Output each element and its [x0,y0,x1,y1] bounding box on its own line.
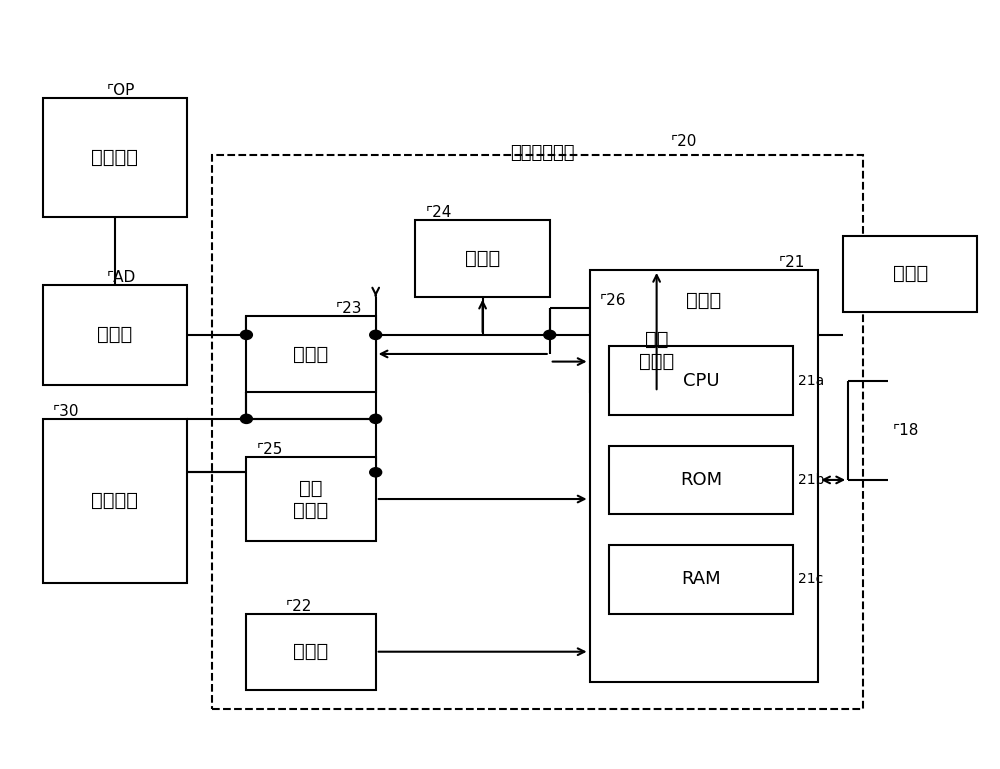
Text: 适配器: 适配器 [97,325,132,345]
Text: 电压
检测部: 电压 检测部 [639,330,674,371]
Bar [415,221,550,297]
Circle shape [544,331,556,339]
Bar [246,457,376,541]
Text: 二次电池: 二次电池 [91,491,138,511]
Bar [212,155,863,709]
Text: ⌜30: ⌜30 [53,404,79,419]
Circle shape [240,331,252,339]
Text: 计时部: 计时部 [293,642,329,661]
Bar [246,316,376,392]
Bar [609,445,793,514]
Bar [43,285,187,384]
Text: ⌜22: ⌜22 [286,598,313,614]
Text: 控制部: 控制部 [686,291,721,310]
Bar [609,544,793,614]
Text: ⌜21: ⌜21 [778,255,805,270]
Text: ⌜23: ⌜23 [336,301,362,316]
Bar [246,614,376,690]
Text: ROM: ROM [680,471,722,489]
Text: ⌜18: ⌜18 [893,423,919,438]
Text: 负荷部: 负荷部 [893,265,928,283]
Text: 21b: 21b [798,473,825,487]
Text: 电源
检测部: 电源 检测部 [293,478,329,520]
Bar [590,308,724,392]
Text: 21a: 21a [798,374,825,388]
Circle shape [240,414,252,424]
Text: 21c: 21c [798,572,824,586]
Bar [43,419,187,583]
Text: ⌜26: ⌜26 [599,293,626,308]
Text: 外部电源: 外部电源 [91,148,138,167]
Text: ⌜AD: ⌜AD [107,270,136,285]
Circle shape [370,331,382,339]
Circle shape [370,468,382,477]
Bar [843,235,977,312]
Text: ⌜OP: ⌜OP [107,83,136,98]
Text: 切换部: 切换部 [465,249,500,268]
Bar [43,98,187,217]
Text: CPU: CPU [683,371,720,390]
Circle shape [370,414,382,424]
Text: ⌜24: ⌜24 [425,205,452,221]
Bar [609,346,793,415]
Text: RAM: RAM [682,570,721,588]
Text: ⌜20: ⌜20 [671,135,697,149]
Text: 充电部: 充电部 [293,345,329,364]
Bar [590,270,818,682]
Text: 电源控制装置: 电源控制装置 [510,144,574,161]
Text: ⌜25: ⌜25 [256,442,283,457]
